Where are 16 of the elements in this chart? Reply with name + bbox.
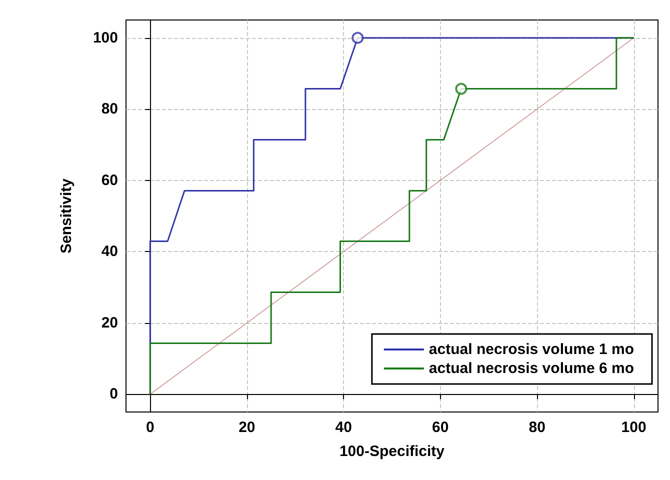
y-tick-label: 40: [101, 243, 118, 260]
x-tick-label: 80: [528, 419, 546, 436]
x-tick-label: 0: [146, 419, 154, 436]
y-tick-label: 0: [110, 386, 118, 403]
x-tick-label: 40: [335, 419, 352, 436]
y-tick-label: 80: [101, 100, 118, 118]
x-tick-label: 100: [621, 419, 646, 436]
legend-label: actual necrosis volume 6 mo: [428, 360, 634, 377]
legend-label: actual necrosis volume 1 mo: [428, 341, 634, 358]
y-axis-title: Sensitivity: [58, 178, 75, 254]
y-tick-label: 100: [92, 29, 118, 46]
y-tick-label: 60: [101, 172, 118, 189]
x-tick-label: 20: [238, 419, 256, 436]
x-axis-title: 100-Specificity: [339, 443, 446, 460]
y-tick-label: 20: [101, 314, 118, 332]
x-tick-label: 60: [432, 419, 449, 436]
